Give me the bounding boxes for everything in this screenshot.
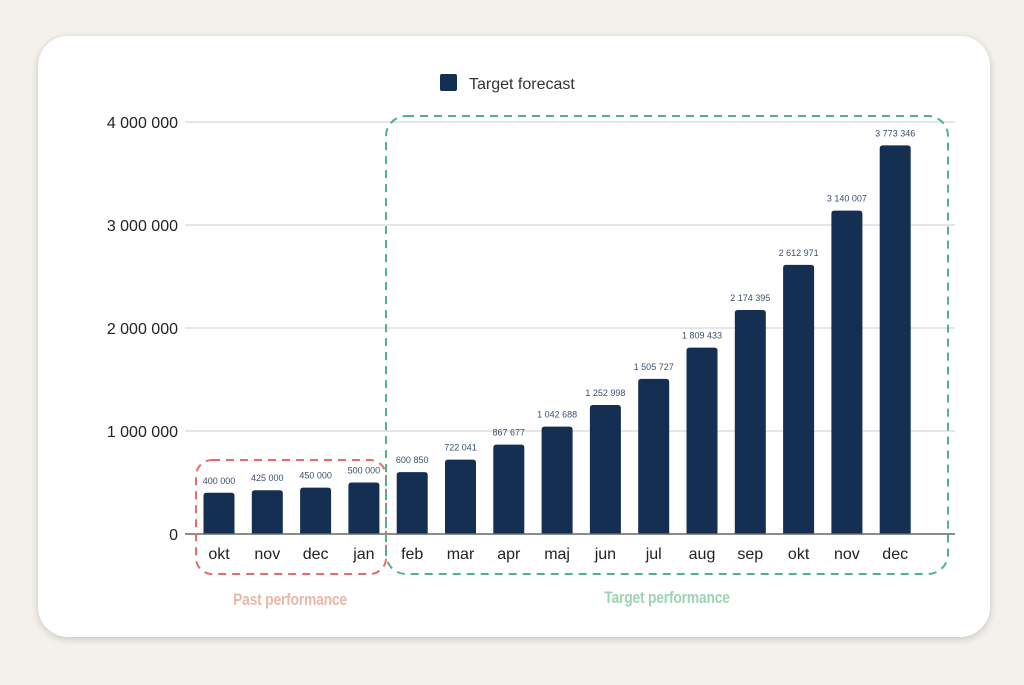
data-label: 600 850: [396, 455, 429, 465]
x-tick-label: okt: [788, 546, 810, 563]
y-tick-label: 2 000 000: [107, 321, 178, 338]
bar: [541, 426, 573, 534]
x-tick-label: okt: [208, 546, 230, 563]
data-label: 500 000: [348, 466, 381, 476]
data-label: 3 773 346: [875, 128, 915, 138]
x-tick-label: feb: [401, 546, 423, 563]
data-label: 1 809 433: [682, 331, 722, 341]
x-tick-label: nov: [834, 546, 860, 563]
bar: [203, 492, 235, 534]
data-label: 1 505 727: [634, 362, 674, 372]
data-label: 1 042 688: [537, 410, 577, 420]
bar: [831, 210, 863, 534]
bar: [686, 347, 718, 534]
data-label: 1 252 998: [585, 388, 625, 398]
bar: [638, 378, 670, 534]
x-tick-label: jun: [594, 546, 616, 563]
data-label: 400 000: [203, 476, 236, 486]
x-tick-label: maj: [544, 546, 570, 563]
x-tick-label: dec: [303, 546, 329, 563]
x-tick-label: mar: [447, 546, 475, 563]
data-label: 867 677: [493, 428, 526, 438]
x-tick-label: jul: [645, 546, 662, 563]
bar: [493, 444, 525, 534]
x-tick-label: apr: [497, 546, 521, 563]
legend-swatch: [440, 74, 457, 91]
data-label: 2 612 971: [779, 248, 819, 258]
bar: [445, 459, 476, 534]
bar: [300, 487, 332, 534]
legend-label: Target forecast: [469, 76, 575, 93]
y-tick-label: 3 000 000: [107, 218, 178, 235]
data-label: 425 000: [251, 473, 284, 483]
x-tick-label: nov: [254, 546, 280, 563]
y-tick-label: 1 000 000: [107, 424, 178, 441]
bar: [589, 404, 621, 534]
bar: [251, 490, 283, 534]
bar: [348, 482, 380, 534]
x-tick-label: sep: [737, 546, 763, 563]
bar: [879, 145, 911, 534]
bar: [734, 310, 766, 534]
x-tick-label: dec: [882, 546, 908, 563]
annotation-past-performance: Past performance: [233, 590, 347, 609]
y-tick-label: 0: [169, 527, 178, 544]
data-label: 3 140 007: [827, 194, 867, 204]
bar: [783, 264, 815, 534]
bar: [396, 472, 428, 534]
past-performance-box: [195, 459, 387, 575]
data-label: 2 174 395: [730, 293, 770, 303]
x-tick-label: jan: [352, 546, 374, 563]
target-performance-box: [385, 115, 949, 575]
x-tick-label: aug: [689, 546, 716, 563]
data-label: 450 000: [299, 471, 332, 481]
y-tick-label: 4 000 000: [107, 115, 178, 132]
data-label: 722 041: [444, 443, 477, 453]
annotation-target-performance: Target performance: [604, 588, 730, 607]
